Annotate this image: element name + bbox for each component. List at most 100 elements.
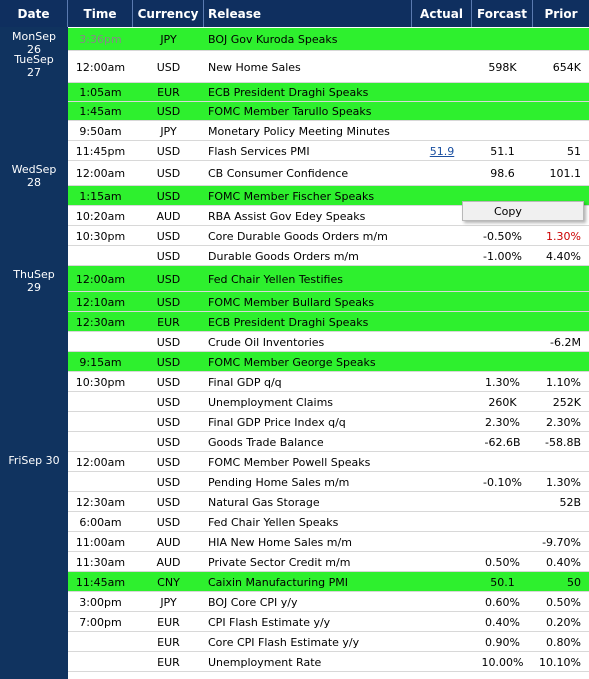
time-cell: 9:50am [79,124,122,138]
release-cell: Caixin Manufacturing PMI [208,575,349,589]
release-cell: Goods Trade Balance [208,435,324,449]
forecast-cell: 0.90% [485,635,520,649]
forecast-cell: -62.6B [484,435,521,449]
row[interactable] [68,512,589,532]
row[interactable] [68,226,589,246]
currency-cell: EUR [157,655,180,669]
currency-cell: AUD [156,209,181,223]
row[interactable] [68,632,589,652]
release-cell: ECB President Draghi Speaks [208,86,369,99]
row[interactable] [68,332,589,352]
release-cell: RBA Assist Gov Edey Speaks [208,209,366,223]
row[interactable] [68,532,589,552]
release-cell: FOMC Member Fischer Speaks [208,189,375,203]
time-cell: 12:00am [75,60,126,74]
row[interactable] [68,141,589,161]
row[interactable] [68,552,589,572]
time-cell: 11:30am [75,555,126,569]
header-bar [0,0,589,27]
currency-cell: AUD [156,535,181,549]
highlight-row[interactable] [68,292,589,312]
header-prior: Prior [544,6,578,21]
row[interactable] [68,121,589,141]
currency-cell: USD [156,415,181,429]
highlight-row[interactable] [68,102,589,121]
date-label: FriSep 30 [0,454,68,467]
highlight-row[interactable] [68,28,589,51]
time-cell: 11:45pm [75,144,126,158]
row[interactable] [68,161,589,186]
highlight-row[interactable] [68,83,589,102]
prior-cell: 654K [552,60,581,74]
row[interactable] [68,592,589,612]
header-release: Release [204,0,412,27]
currency-cell: USD [156,435,181,449]
forecast-cell: 0.60% [485,595,520,609]
row[interactable] [68,472,589,492]
release-cell: Final GDP Price Index q/q [208,415,346,429]
currency-cell: USD [156,515,181,529]
row[interactable] [68,492,589,512]
release-cell: FOMC Member Powell Speaks [208,455,371,469]
row[interactable] [68,392,589,412]
time-cell: 12:00am [75,272,126,286]
currency-cell: EUR [157,315,180,329]
highlight-row[interactable] [68,352,589,372]
prior-cell: 2.30% [546,415,581,429]
prior-cell: 1.10% [546,375,581,389]
row[interactable] [68,372,589,392]
date-text: WedSep [11,163,57,176]
time-cell: 10:20am [75,209,126,223]
time-cell: 6:00am [79,515,122,529]
row[interactable] [68,452,589,472]
release-cell: BOJ Gov Kuroda Speaks [208,33,338,46]
prior-cell: 52B [559,495,581,509]
row[interactable] [68,51,589,83]
release-cell: Durable Goods Orders m/m [208,249,359,263]
date-text: 26 [27,43,41,56]
currency-cell: USD [156,167,181,180]
prior-cell: -6.2M [550,335,581,349]
forecast-cell: 50.1 [490,575,515,589]
actual-cell[interactable]: 51.9 [429,144,455,158]
release-cell: Natural Gas Storage [208,495,320,509]
date-text: MonSep [12,30,56,43]
prior-cell: 4.40% [546,249,581,263]
row[interactable] [68,246,589,266]
time-cell: 11:00am [75,535,126,549]
currency-cell: AUD [156,555,181,569]
currency-cell: USD [156,335,181,349]
date-text: 28 [27,176,41,189]
highlight-row[interactable] [68,186,589,206]
time-cell: 7:00pm [79,615,122,629]
release-cell: Pending Home Sales m/m [208,475,350,489]
highlight-row[interactable] [68,312,589,332]
row[interactable] [68,412,589,432]
currency-cell: USD [156,189,181,203]
release-cell: Flash Services PMI [208,144,310,158]
date-text: ThuSep [13,268,55,281]
row[interactable] [68,206,589,226]
date-text: 27 [27,66,41,79]
time-cell: 11:45am [75,575,126,589]
forecast-cell: -0.50% [483,229,522,243]
context-menu[interactable]: Copy [462,201,584,221]
currency-cell: USD [156,60,181,74]
release-cell: CB Consumer Confidence [208,167,349,180]
release-cell: CPI Flash Estimate y/y [208,615,331,629]
forecast-cell: 10.00% [481,655,524,669]
highlight-row[interactable] [68,572,589,592]
release-cell: FOMC Member Tarullo Speaks [208,105,372,118]
prior-cell: -9.70% [542,535,581,549]
forecast-cell: 598K [488,60,517,74]
highlight-row[interactable] [68,266,589,292]
row[interactable] [68,432,589,452]
forecast-cell: 2.30% [485,415,520,429]
row[interactable] [68,612,589,632]
release-cell: HIA New Home Sales m/m [208,535,352,549]
currency-cell: USD [156,395,181,409]
time-cell: 1:15am [79,189,122,203]
row[interactable] [68,652,589,672]
release-cell: Monetary Policy Meeting Minutes [208,124,390,138]
